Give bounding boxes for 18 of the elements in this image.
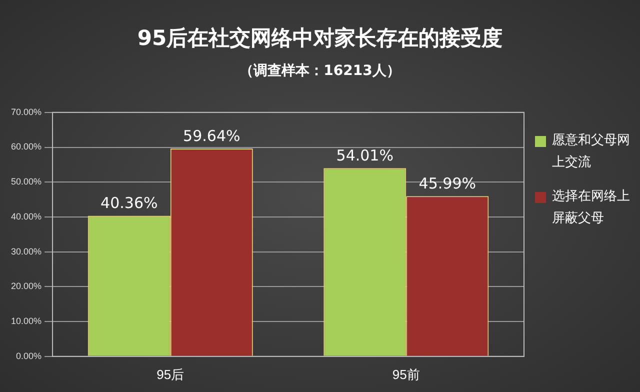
- y-tick-label: 70.00%: [10, 106, 42, 117]
- data-label: 59.64%: [183, 126, 240, 145]
- x-tick-label: 95后: [156, 366, 184, 382]
- y-tick-label: 40.00%: [10, 211, 42, 222]
- legend-label: 选择在网络上屏蔽父母: [552, 188, 631, 228]
- data-label: 40.36%: [100, 194, 158, 212]
- y-tick-label: 50.00%: [10, 176, 42, 187]
- y-tick-label: 20.00%: [10, 281, 42, 292]
- chart-title: 95后在社交网络中对家长存在的接受度: [136, 25, 504, 52]
- y-tick-label: 30.00%: [10, 246, 42, 256]
- y-tick-label: 60.00%: [10, 142, 42, 152]
- data-label: 54.01%: [336, 146, 394, 165]
- y-tick-label: 0.00%: [16, 350, 42, 361]
- data-label: 45.99%: [418, 174, 476, 192]
- chart-subtitle: （调查样本：16213人）: [238, 62, 402, 80]
- legend-label: 愿意和父母网上交流: [552, 132, 631, 172]
- y-tick-label: 10.00%: [10, 316, 42, 326]
- x-tick-label: 95前: [392, 366, 420, 382]
